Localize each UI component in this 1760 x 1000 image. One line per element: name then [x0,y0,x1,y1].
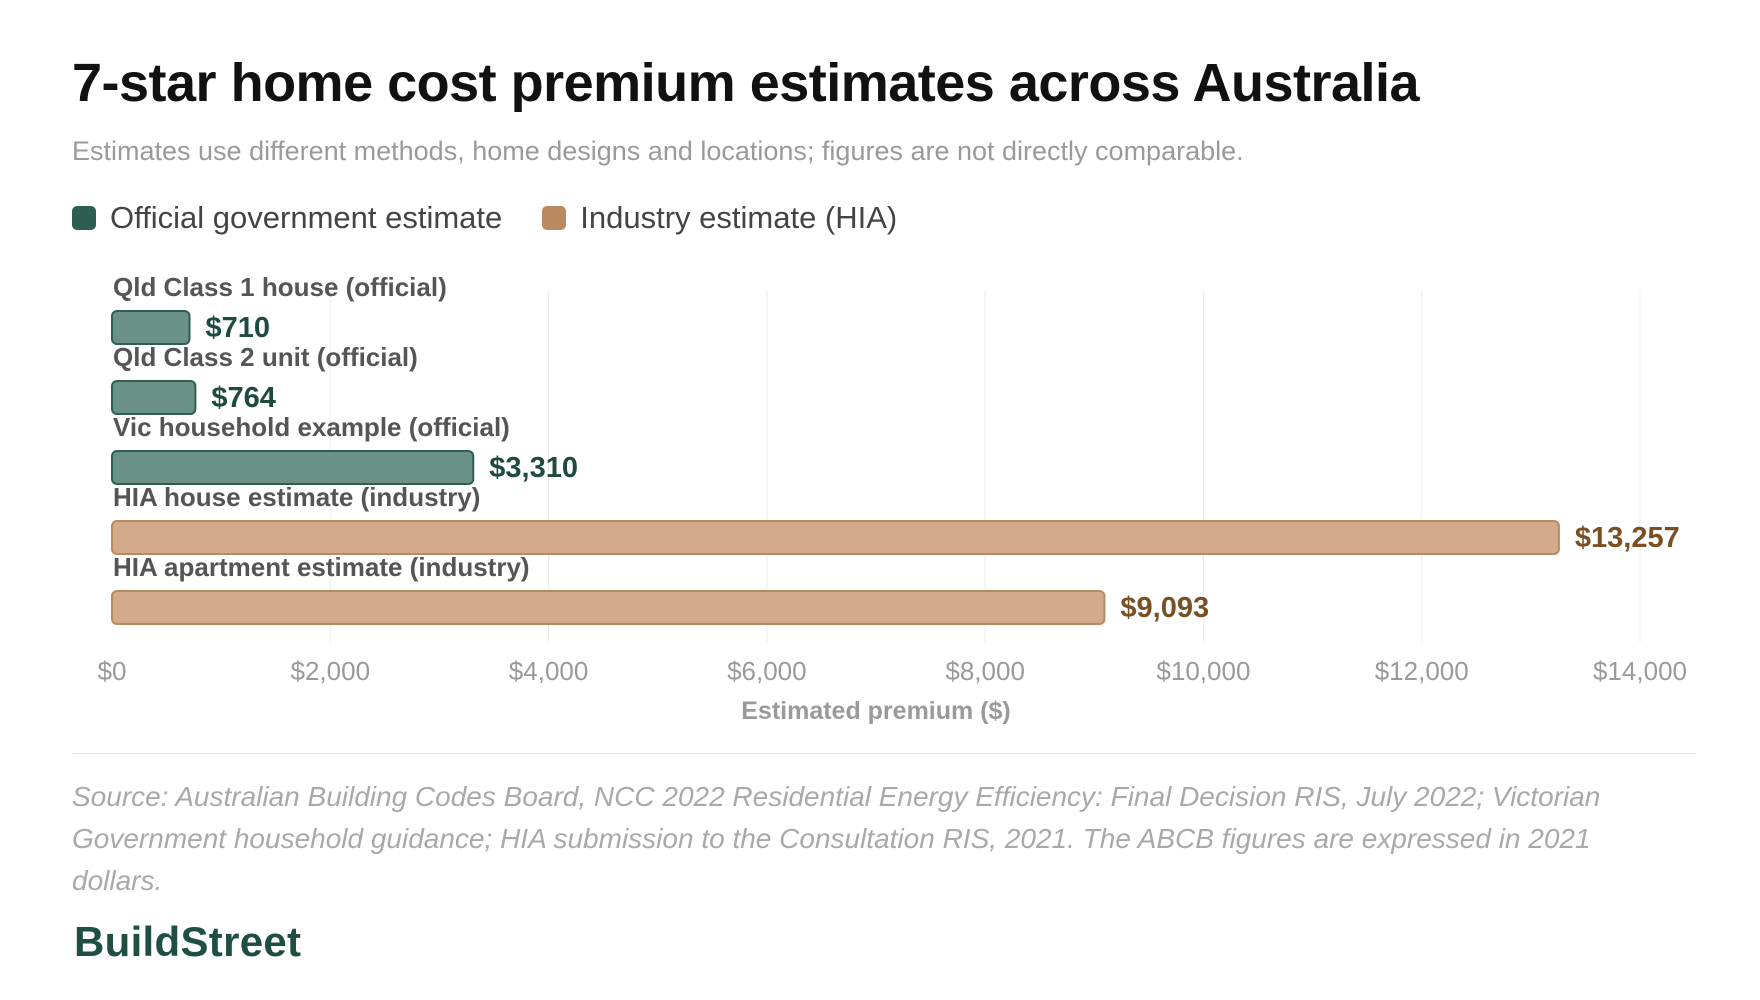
legend-item-official: Official government estimate [72,200,502,236]
divider [72,753,1696,754]
category-label: HIA apartment estimate (industry) [113,552,530,582]
bar [111,380,197,415]
bar [111,590,1106,625]
category-label: Qld Class 2 unit (official) [113,342,418,372]
x-axis-label: Estimated premium ($) [741,697,1011,725]
x-tick-label: $8,000 [945,656,1025,686]
x-tick-label: $2,000 [291,656,371,686]
legend-label-industry: Industry estimate (HIA) [580,200,898,235]
legend-swatch-industry [542,206,567,230]
legend-label-official: Official government estimate [110,200,503,235]
legend-swatch-official [72,206,96,230]
source-note: Source: Australian Building Codes Board,… [72,781,1601,896]
bar [111,520,1560,555]
data-label: $9,093 [1120,592,1209,624]
data-label: $3,310 [489,452,578,484]
x-tick-label: $6,000 [727,656,807,686]
data-label: $764 [211,382,276,414]
x-tick-label: $4,000 [509,656,589,686]
x-tick-label: $14,000 [1593,656,1687,686]
bar [111,450,475,485]
brand-logo: BuildStreet [74,918,302,965]
x-tick-label: $10,000 [1156,656,1250,686]
x-tick-label: $12,000 [1375,656,1469,686]
category-label: Vic household example (official) [113,412,510,442]
chart-title: 7-star home cost premium estimates acros… [72,53,1420,113]
bar [111,310,191,345]
legend: Official government estimate Industry es… [72,200,937,236]
category-label: Qld Class 1 house (official) [113,272,447,302]
x-tick-label: $0 [98,656,127,686]
category-label: HIA house estimate (industry) [113,482,480,512]
data-label: $13,257 [1575,522,1680,554]
legend-item-industry: Industry estimate (HIA) [542,200,897,236]
chart-subtitle: Estimates use different methods, home de… [72,136,1244,166]
data-label: $710 [205,312,270,344]
